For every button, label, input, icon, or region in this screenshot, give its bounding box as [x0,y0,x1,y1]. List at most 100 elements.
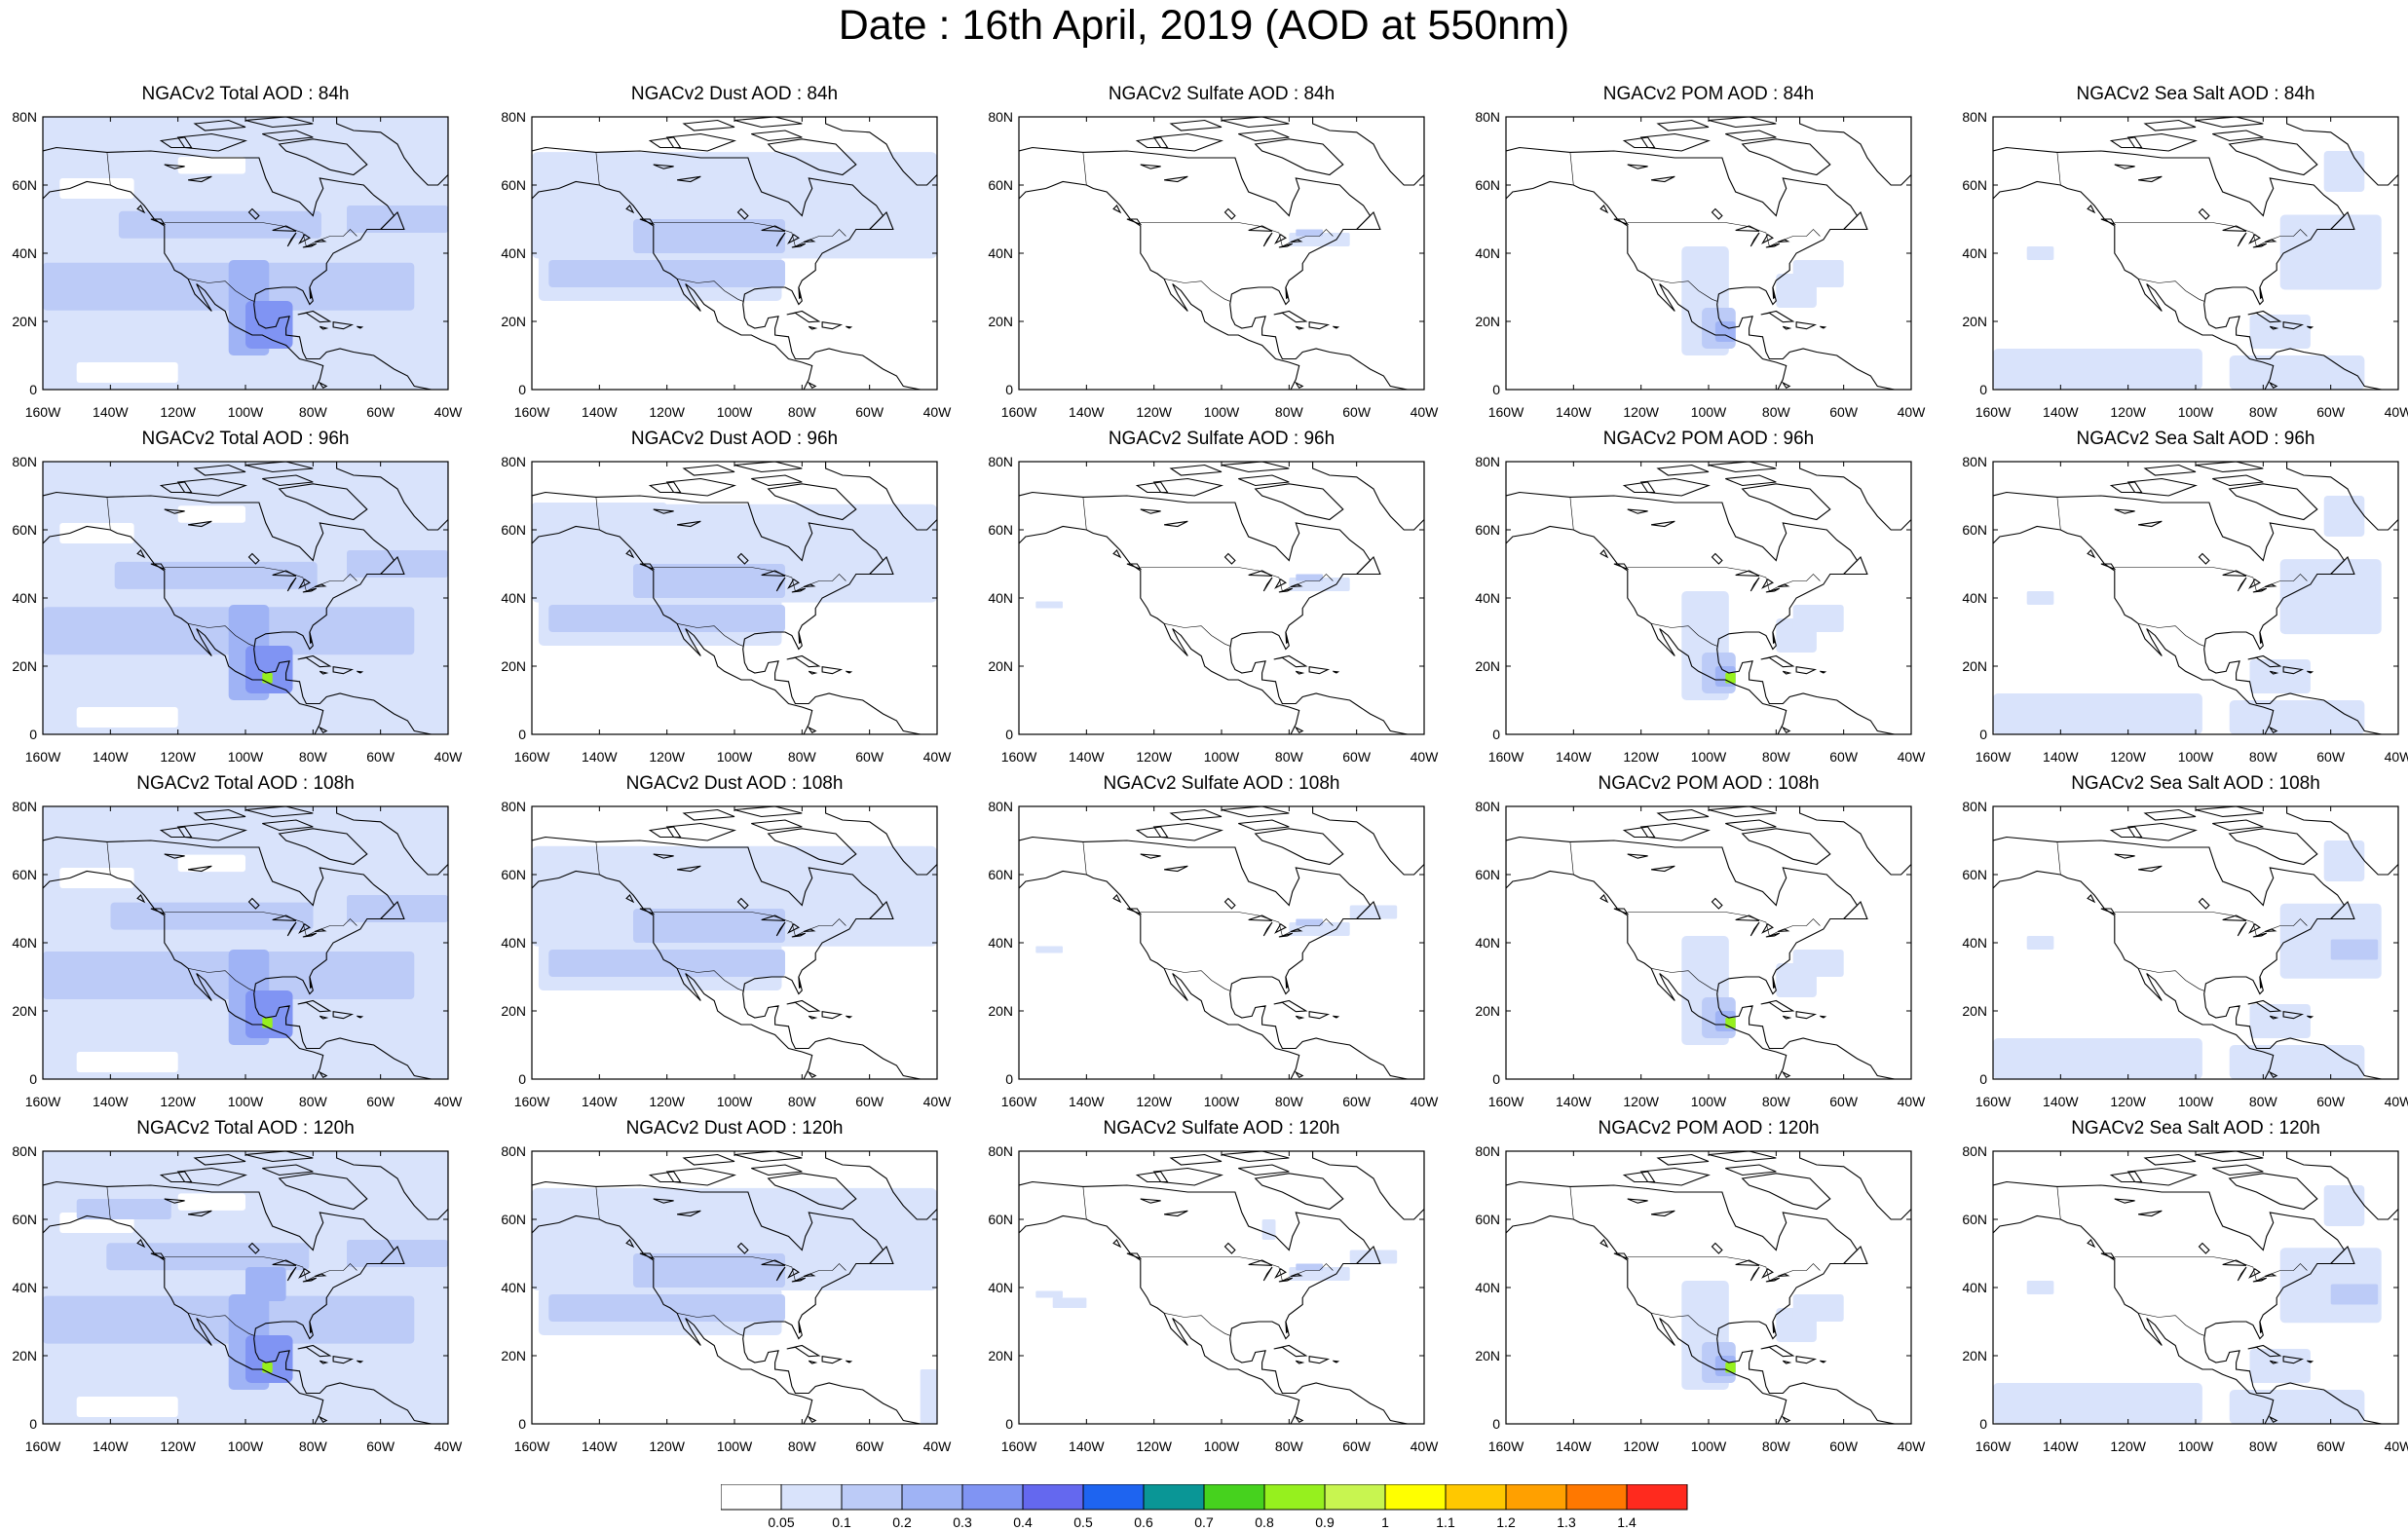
coastlines [532,806,937,1079]
lon-tick-label: 60W [2316,749,2346,765]
colorbar-swatch [780,1484,843,1511]
coastlines [43,806,448,1079]
aod-field [1019,1151,1424,1424]
map-panel-seasalt-84h: NGACv2 Sea Salt AOD : 84h 80N 60N 40N 20N 0 16… [1962,84,2408,433]
colorbar-label: 1.4 [1617,1514,1637,1527]
aod-patch [1993,349,2202,390]
coastlines [1993,1151,2398,1424]
aod-patch [548,605,785,632]
map-svg: 80N 60N 40N 20N 0 160W 140W 120W 100W 80W 60W 40W [988,109,1440,420]
aod-patch [920,1369,937,1424]
lat-tick-label: 60N [988,522,1013,538]
aod-patch [633,564,785,598]
map-svg: 80N 60N 40N 20N 0 160W 140W 120W 100W 80W 60W 40W [1475,1143,1926,1454]
lon-tick-label: 160W [1488,1094,1524,1109]
lon-tick-label: 100W [1691,404,1727,420]
map-panel-total-108h: NGACv2 Total AOD : 108h 80N 60N 40N 20N 0 160W… [12,773,530,1123]
lon-tick-label: 40W [2385,404,2408,420]
lat-tick-label: 80N [988,799,1013,814]
lat-tick-label: 80N [1962,109,1987,125]
coastlines [1506,117,1911,390]
aod-patch [245,301,293,349]
map-panel-total-96h: NGACv2 Total AOD : 96h 80N 60N 40N 20N 0 160W 1… [12,429,530,778]
aod-patch [76,1199,171,1219]
colorbar-swatch [901,1484,963,1511]
lat-tick-label: 40N [1962,590,1987,606]
lat-tick-label: 0 [1979,382,1987,397]
aod-patch [532,503,667,537]
colorbar-swatch [1022,1484,1084,1511]
lat-tick-label: 80N [1475,1143,1500,1159]
lat-tick-label: 0 [29,727,37,742]
coastlines [1019,117,1424,390]
lat-tick-label: 80N [1962,454,1987,469]
lat-tick-label: 0 [29,382,37,397]
aod-patch [76,707,178,728]
panel-title: NGACv2 Dust AOD : 120h [625,1118,844,1139]
lon-tick-label: 120W [2110,1094,2146,1109]
map-svg: 80N 60N 40N 20N 0 160W 140W 120W 100W 80W 60W 40W [1962,109,2408,420]
lat-tick-label: 60N [988,867,1013,882]
lon-tick-label: 80W [299,749,328,765]
lon-tick-label: 120W [649,404,685,420]
lon-tick-label: 120W [649,749,685,765]
lon-tick-label: 60W [366,1094,395,1109]
coastlines [1019,462,1424,734]
lon-tick-label: 120W [160,1438,196,1454]
aod-patch [633,1253,785,1288]
coastlines [1019,1151,1424,1424]
map-panel-sulfate-108h: NGACv2 Sulfate AOD : 108h 80N 60N 40N 20N 0 16… [988,773,1506,1123]
colorbar-label: 0.4 [1013,1514,1033,1527]
lon-tick-label: 80W [788,1094,817,1109]
lat-tick-label: 60N [1475,522,1500,538]
aod-patch [347,895,448,922]
lon-tick-label: 140W [582,749,618,765]
map-panel-dust-120h: NGACv2 Dust AOD : 120h 80N 60N 40N 20N 0 160W 1… [501,1118,1019,1468]
lat-tick-label: 20N [501,314,526,329]
lon-tick-label: 100W [1204,1094,1240,1109]
figure-title: Date : 16th April, 2019 (AOD at 550nm) [838,2,1570,49]
map-panel-seasalt-108h: NGACv2 Sea Salt AOD : 108h 80N 60N 40N 20N 0 1… [1962,773,2408,1123]
coastlines [43,1151,448,1424]
aod-patch [347,550,448,578]
lat-tick-label: 20N [12,1003,37,1019]
lon-tick-label: 120W [1623,1094,1659,1109]
lon-tick-label: 40W [2385,749,2408,765]
lat-tick-label: 60N [1962,177,1987,193]
lat-tick-label: 20N [988,658,1013,674]
colorbar-label: 0.6 [1134,1514,1153,1527]
lat-tick-label: 20N [1962,1003,1987,1019]
lon-tick-label: 80W [788,1438,817,1454]
lon-tick-label: 120W [1136,749,1172,765]
panel-title: NGACv2 Sulfate AOD : 84h [1108,84,1336,104]
aod-patch [43,262,415,311]
lon-tick-label: 80W [1275,749,1304,765]
aod-patch [2323,840,2365,881]
aod-patch [1296,1263,1323,1271]
map-panel-pom-108h: NGACv2 POM AOD : 108h 80N 60N 40N 20N 0 160W 14… [1475,773,1993,1123]
lat-tick-label: 80N [12,454,37,469]
lon-tick-label: 60W [855,1438,884,1454]
lon-tick-label: 40W [1411,404,1440,420]
lon-tick-label: 140W [1556,1094,1592,1109]
lat-tick-label: 80N [988,454,1013,469]
aod-field [1993,1151,2398,1424]
aod-patch [1296,574,1323,581]
aod-field [532,806,937,1079]
borders [595,1186,847,1336]
aod-field [532,1151,937,1424]
aod-patch [2330,1284,2379,1305]
panel-title: NGACv2 Sulfate AOD : 120h [1103,1118,1340,1139]
lon-tick-label: 40W [1411,749,1440,765]
aod-patch [2323,1185,2365,1226]
aod-patch [76,1397,178,1417]
lon-tick-label: 100W [1204,1438,1240,1454]
lon-tick-label: 140W [1069,749,1105,765]
map-svg: 80N 60N 40N 20N 0 160W 140W 120W 100W 80W 60W 40W [1475,109,1926,420]
borders [2056,841,2308,991]
colorbar-swatch [1565,1484,1628,1511]
colorbar-label: 0.05 [768,1514,794,1527]
aod-patch [548,260,785,287]
lon-tick-label: 40W [1411,1094,1440,1109]
lat-tick-label: 40N [1962,1280,1987,1295]
